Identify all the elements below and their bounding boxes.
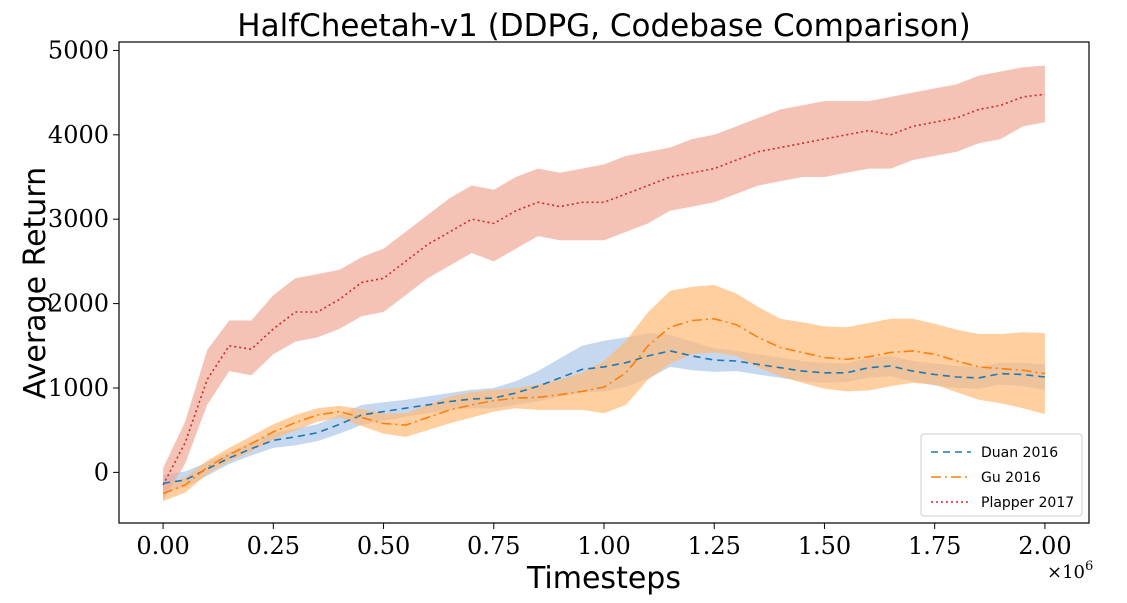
x-tick-label: 1.75	[908, 532, 961, 560]
x-tick-label: 1.00	[577, 532, 630, 560]
band-gu-2016	[163, 285, 1045, 502]
x-axis-multiplier-base: ×10	[1047, 562, 1085, 583]
plot-area	[162, 65, 1046, 502]
x-tick-label: 2.00	[1018, 532, 1071, 560]
legend-label-gu-2016: Gu 2016	[981, 470, 1041, 486]
x-axis-label: Timesteps	[526, 561, 681, 596]
line-gu-2016	[162, 317, 1046, 495]
y-axis: 0 1000 2000 3000 4000 5000	[48, 36, 119, 486]
x-tick-label: 1.25	[688, 532, 741, 560]
legend-box	[920, 433, 1083, 517]
x-tick-label: 0.50	[357, 532, 410, 560]
y-tick-label: 0	[94, 458, 109, 486]
x-axis-multiplier: ×106	[1047, 559, 1093, 583]
x-tick-label: 0.75	[467, 532, 520, 560]
band-plapper-2017	[163, 65, 1045, 501]
line-duan-2016	[162, 350, 1045, 485]
y-tick-label: 3000	[48, 205, 109, 233]
x-axis: 0.00 0.25 0.50 0.75 1.00 1.25 1.50 1.75 2.00	[136, 523, 1072, 560]
legend-label-plapper-2017: Plapper 2017	[981, 495, 1074, 511]
chart-title: HalfCheetah-v1 (DDPG, Codebase Compariso…	[237, 8, 970, 44]
x-tick-label: 0.00	[136, 532, 189, 560]
y-axis-label: Average Return	[18, 167, 53, 399]
y-tick-label: 5000	[48, 36, 109, 64]
legend: Duan 2016 Gu 2016 Plapper 2017	[920, 433, 1083, 517]
y-tick-label: 4000	[48, 121, 109, 149]
legend-label-duan-2016: Duan 2016	[981, 445, 1058, 461]
x-tick-label: 1.50	[798, 532, 851, 560]
x-tick-label: 0.25	[247, 532, 300, 560]
x-axis-multiplier-exponent: 6	[1085, 559, 1093, 574]
y-tick-label: 2000	[48, 290, 109, 318]
y-tick-label: 1000	[48, 374, 109, 402]
